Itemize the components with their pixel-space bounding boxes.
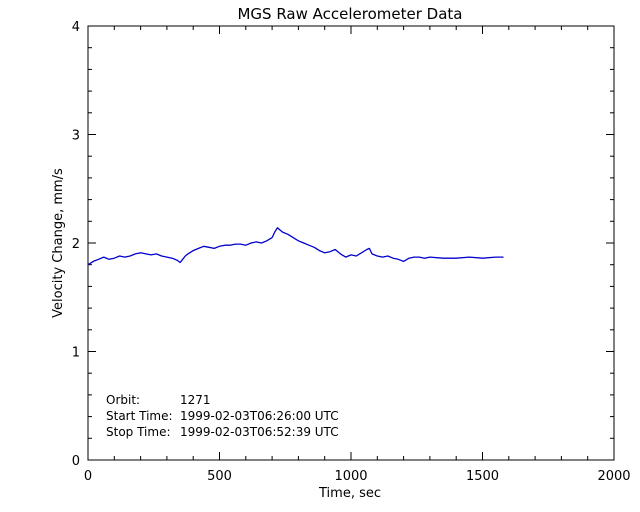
x-tick-label: 500	[207, 469, 232, 484]
x-axis-label: Time, sec	[318, 486, 381, 501]
plot-frame	[87, 25, 615, 461]
orbit-annotation: Orbit: 1271 Start Time: 1999-02-03T06:26…	[106, 393, 339, 439]
y-axis: 0 1 2 3 4	[72, 20, 614, 469]
series-line-0	[87, 227, 504, 266]
y-tick-label: 1	[72, 346, 80, 361]
series-layer	[87, 227, 504, 266]
y-tick-label: 0	[72, 454, 80, 469]
x-tick-label: 0	[84, 469, 92, 484]
x-tick-label: 1000	[334, 469, 367, 484]
annotation-label-stop-time: Stop Time:	[106, 425, 171, 439]
x-tick-label: 2000	[597, 469, 630, 484]
x-tick-label: 1500	[466, 469, 499, 484]
y-axis-label: Velocity Change, mm/s	[51, 168, 66, 318]
annotation-value-stop-time: 1999-02-03T06:52:39 UTC	[180, 425, 339, 439]
y-tick-label: 2	[72, 237, 80, 252]
annotation-label-start-time: Start Time:	[106, 409, 173, 423]
annotation-value-start-time: 1999-02-03T06:26:00 UTC	[180, 409, 339, 423]
annotation-label-orbit: Orbit:	[106, 393, 140, 407]
annotation-value-orbit: 1271	[180, 393, 211, 407]
chart-title: MGS Raw Accelerometer Data	[237, 5, 462, 23]
x-axis: 0 500 1000 1500 2000	[84, 26, 631, 484]
y-tick-label: 3	[72, 129, 80, 144]
y-tick-label: 4	[72, 20, 80, 35]
